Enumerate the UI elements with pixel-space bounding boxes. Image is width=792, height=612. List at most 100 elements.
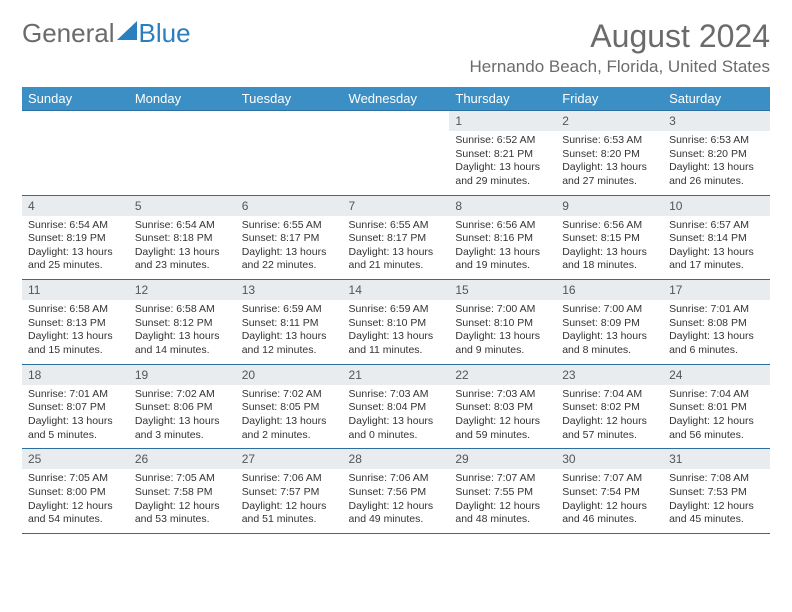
day-number: 22: [449, 365, 556, 385]
calendar-day-cell: 20Sunrise: 7:02 AMSunset: 8:05 PMDayligh…: [236, 364, 343, 449]
logo: General Blue: [22, 18, 191, 49]
weekday-header: Wednesday: [343, 87, 450, 111]
calendar-table: SundayMondayTuesdayWednesdayThursdayFrid…: [22, 87, 770, 534]
weekday-header-row: SundayMondayTuesdayWednesdayThursdayFrid…: [22, 87, 770, 111]
day-info-line: Daylight: 13 hours and 19 minutes.: [455, 246, 550, 273]
calendar-day-cell: 27Sunrise: 7:06 AMSunset: 7:57 PMDayligh…: [236, 449, 343, 534]
day-body: Sunrise: 6:52 AMSunset: 8:21 PMDaylight:…: [449, 131, 556, 195]
day-info-line: Sunrise: 7:06 AM: [242, 472, 337, 486]
day-info-line: Daylight: 12 hours and 51 minutes.: [242, 500, 337, 527]
day-info-line: Sunrise: 6:52 AM: [455, 134, 550, 148]
title-month: August 2024: [469, 18, 770, 55]
day-number: 14: [343, 280, 450, 300]
calendar-day-cell: 14Sunrise: 6:59 AMSunset: 8:10 PMDayligh…: [343, 280, 450, 365]
title-block: August 2024 Hernando Beach, Florida, Uni…: [469, 18, 770, 77]
day-info-line: Daylight: 12 hours and 57 minutes.: [562, 415, 657, 442]
day-number: 16: [556, 280, 663, 300]
calendar-day-cell: 11Sunrise: 6:58 AMSunset: 8:13 PMDayligh…: [22, 280, 129, 365]
day-body: Sunrise: 6:56 AMSunset: 8:16 PMDaylight:…: [449, 216, 556, 280]
weekday-header: Saturday: [663, 87, 770, 111]
day-info-line: Sunrise: 7:02 AM: [242, 388, 337, 402]
day-info-line: Sunset: 8:12 PM: [135, 317, 230, 331]
day-info-line: Sunrise: 6:54 AM: [135, 219, 230, 233]
day-info-line: Sunrise: 7:00 AM: [562, 303, 657, 317]
calendar-day-cell: 4Sunrise: 6:54 AMSunset: 8:19 PMDaylight…: [22, 195, 129, 280]
day-info-line: Sunrise: 7:07 AM: [562, 472, 657, 486]
day-info-line: Sunset: 8:08 PM: [669, 317, 764, 331]
title-location: Hernando Beach, Florida, United States: [469, 57, 770, 77]
day-info-line: Sunset: 8:06 PM: [135, 401, 230, 415]
day-number: 10: [663, 196, 770, 216]
calendar-day-cell: 26Sunrise: 7:05 AMSunset: 7:58 PMDayligh…: [129, 449, 236, 534]
day-info-line: Daylight: 13 hours and 23 minutes.: [135, 246, 230, 273]
day-number: 29: [449, 449, 556, 469]
day-body: Sunrise: 7:05 AMSunset: 8:00 PMDaylight:…: [22, 469, 129, 533]
day-number: 18: [22, 365, 129, 385]
day-body: Sunrise: 7:00 AMSunset: 8:10 PMDaylight:…: [449, 300, 556, 364]
day-info-line: Sunrise: 7:01 AM: [669, 303, 764, 317]
calendar-day-cell: 23Sunrise: 7:04 AMSunset: 8:02 PMDayligh…: [556, 364, 663, 449]
day-info-line: Daylight: 13 hours and 2 minutes.: [242, 415, 337, 442]
day-body: Sunrise: 6:55 AMSunset: 8:17 PMDaylight:…: [343, 216, 450, 280]
day-info-line: Daylight: 12 hours and 46 minutes.: [562, 500, 657, 527]
day-number: 24: [663, 365, 770, 385]
day-info-line: Daylight: 12 hours and 45 minutes.: [669, 500, 764, 527]
day-info-line: Daylight: 12 hours and 48 minutes.: [455, 500, 550, 527]
day-number: 26: [129, 449, 236, 469]
day-info-line: Daylight: 13 hours and 12 minutes.: [242, 330, 337, 357]
day-info-line: Sunrise: 6:59 AM: [349, 303, 444, 317]
day-info-line: Daylight: 13 hours and 9 minutes.: [455, 330, 550, 357]
day-info-line: Sunset: 8:11 PM: [242, 317, 337, 331]
day-number: 1: [449, 111, 556, 131]
day-number: 5: [129, 196, 236, 216]
day-body: Sunrise: 7:02 AMSunset: 8:05 PMDaylight:…: [236, 385, 343, 449]
day-info-line: Daylight: 13 hours and 11 minutes.: [349, 330, 444, 357]
day-info-line: Sunrise: 7:04 AM: [562, 388, 657, 402]
day-info-line: Sunset: 8:01 PM: [669, 401, 764, 415]
day-info-line: Sunrise: 6:53 AM: [669, 134, 764, 148]
day-body: Sunrise: 7:06 AMSunset: 7:57 PMDaylight:…: [236, 469, 343, 533]
day-info-line: Sunset: 8:10 PM: [455, 317, 550, 331]
day-info-line: Sunrise: 7:00 AM: [455, 303, 550, 317]
day-info-line: Sunrise: 6:54 AM: [28, 219, 123, 233]
day-body: Sunrise: 6:59 AMSunset: 8:11 PMDaylight:…: [236, 300, 343, 364]
day-number: 7: [343, 196, 450, 216]
day-body: Sunrise: 6:58 AMSunset: 8:12 PMDaylight:…: [129, 300, 236, 364]
calendar-day-cell: 9Sunrise: 6:56 AMSunset: 8:15 PMDaylight…: [556, 195, 663, 280]
calendar-week-row: 25Sunrise: 7:05 AMSunset: 8:00 PMDayligh…: [22, 449, 770, 534]
calendar-day-cell: 29Sunrise: 7:07 AMSunset: 7:55 PMDayligh…: [449, 449, 556, 534]
day-number: 2: [556, 111, 663, 131]
day-body: Sunrise: 6:59 AMSunset: 8:10 PMDaylight:…: [343, 300, 450, 364]
calendar-day-cell: 25Sunrise: 7:05 AMSunset: 8:00 PMDayligh…: [22, 449, 129, 534]
day-body: Sunrise: 7:04 AMSunset: 8:01 PMDaylight:…: [663, 385, 770, 449]
day-number: 28: [343, 449, 450, 469]
calendar-week-row: 18Sunrise: 7:01 AMSunset: 8:07 PMDayligh…: [22, 364, 770, 449]
calendar-day-cell: 31Sunrise: 7:08 AMSunset: 7:53 PMDayligh…: [663, 449, 770, 534]
day-info-line: Daylight: 13 hours and 26 minutes.: [669, 161, 764, 188]
day-info-line: Daylight: 12 hours and 54 minutes.: [28, 500, 123, 527]
calendar-day-cell: .: [129, 111, 236, 196]
calendar-week-row: 11Sunrise: 6:58 AMSunset: 8:13 PMDayligh…: [22, 280, 770, 365]
calendar-day-cell: 28Sunrise: 7:06 AMSunset: 7:56 PMDayligh…: [343, 449, 450, 534]
day-body: Sunrise: 6:53 AMSunset: 8:20 PMDaylight:…: [556, 131, 663, 195]
day-info-line: Sunset: 8:02 PM: [562, 401, 657, 415]
day-info-line: Daylight: 13 hours and 29 minutes.: [455, 161, 550, 188]
weekday-header: Friday: [556, 87, 663, 111]
day-info-line: Daylight: 13 hours and 25 minutes.: [28, 246, 123, 273]
day-info-line: Sunrise: 7:05 AM: [28, 472, 123, 486]
calendar-day-cell: 17Sunrise: 7:01 AMSunset: 8:08 PMDayligh…: [663, 280, 770, 365]
calendar-day-cell: 6Sunrise: 6:55 AMSunset: 8:17 PMDaylight…: [236, 195, 343, 280]
day-info-line: Sunrise: 7:01 AM: [28, 388, 123, 402]
day-info-line: Sunrise: 7:08 AM: [669, 472, 764, 486]
day-info-line: Daylight: 13 hours and 5 minutes.: [28, 415, 123, 442]
day-info-line: Sunset: 7:57 PM: [242, 486, 337, 500]
day-body: Sunrise: 7:00 AMSunset: 8:09 PMDaylight:…: [556, 300, 663, 364]
logo-triangle-icon: [116, 18, 138, 49]
day-info-line: Sunrise: 6:59 AM: [242, 303, 337, 317]
day-info-line: Sunset: 8:21 PM: [455, 148, 550, 162]
day-info-line: Daylight: 13 hours and 3 minutes.: [135, 415, 230, 442]
day-info-line: Sunset: 8:05 PM: [242, 401, 337, 415]
day-info-line: Sunset: 8:18 PM: [135, 232, 230, 246]
calendar-day-cell: 12Sunrise: 6:58 AMSunset: 8:12 PMDayligh…: [129, 280, 236, 365]
calendar-day-cell: 30Sunrise: 7:07 AMSunset: 7:54 PMDayligh…: [556, 449, 663, 534]
